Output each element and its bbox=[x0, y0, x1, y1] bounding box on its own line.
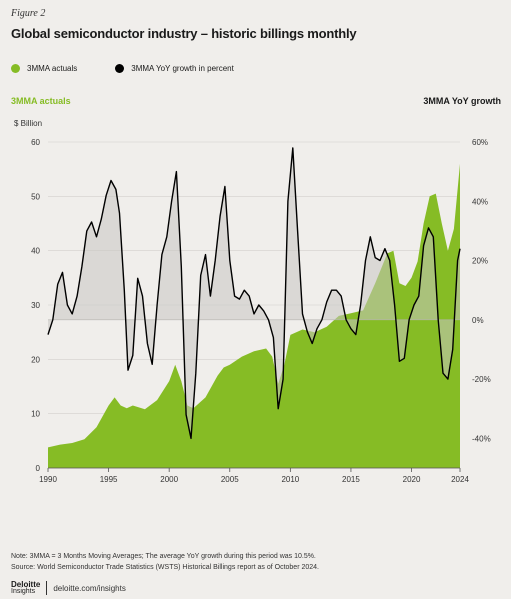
left-tick-label: 60 bbox=[31, 138, 40, 147]
footer-divider bbox=[46, 581, 48, 595]
left-tick-label: 10 bbox=[31, 410, 40, 419]
left-tick-label: 50 bbox=[31, 192, 40, 201]
series-growth-fill bbox=[48, 147, 460, 439]
logo-main: Deloitte bbox=[11, 580, 41, 589]
footer-url[interactable]: deloitte.com/insights bbox=[53, 583, 126, 593]
right-tick-label: 20% bbox=[472, 257, 488, 266]
right-tick-label: -40% bbox=[472, 434, 491, 443]
x-tick-label: 2005 bbox=[221, 475, 239, 484]
legend-swatch-actuals bbox=[11, 64, 20, 73]
x-tick-label: 1995 bbox=[100, 475, 118, 484]
legend-item-actuals: 3MMA actuals bbox=[11, 64, 77, 73]
logo-sub: Insights bbox=[11, 588, 36, 595]
left-tick-label: 30 bbox=[31, 301, 40, 310]
left-axis-unit: $ Billion bbox=[14, 119, 42, 128]
series-growth-line bbox=[47, 147, 461, 440]
right-tick-label: 40% bbox=[472, 197, 488, 206]
left-axis-title: 3MMA actuals bbox=[11, 96, 71, 106]
right-tick-label: 0% bbox=[472, 316, 484, 325]
chart-title: Global semiconductor industry – historic… bbox=[11, 26, 357, 41]
source-line: Source: World Semiconductor Trade Statis… bbox=[11, 564, 319, 571]
x-tick-label: 2015 bbox=[342, 475, 360, 484]
note-line: Note: 3MMA = 3 Months Moving Averages; T… bbox=[11, 553, 316, 560]
x-tick-label: 2010 bbox=[281, 475, 299, 484]
legend-label-growth: 3MMA YoY growth in percent bbox=[131, 64, 234, 73]
legend-label-actuals: 3MMA actuals bbox=[27, 64, 78, 73]
x-tick-label: 2024 bbox=[451, 475, 469, 484]
x-tick-label: 2000 bbox=[160, 475, 178, 484]
deloitte-logo: Deloitte Insights bbox=[11, 580, 41, 596]
x-tick-label: 2020 bbox=[403, 475, 421, 484]
legend-item-growth: 3MMA YoY growth in percent bbox=[115, 64, 234, 73]
x-tick-label: 1990 bbox=[39, 475, 57, 484]
chart-note: Note: 3MMA = 3 Months Moving Averages; T… bbox=[11, 551, 319, 573]
right-axis-title: 3MMA YoY growth bbox=[423, 96, 501, 106]
right-tick-label: -20% bbox=[472, 375, 491, 384]
legend: 3MMA actuals 3MMA YoY growth in percent bbox=[11, 64, 234, 73]
footer: Deloitte Insights deloitte.com/insights bbox=[11, 581, 126, 595]
legend-swatch-growth bbox=[115, 64, 125, 73]
left-tick-label: 40 bbox=[31, 247, 40, 256]
left-tick-label: 0 bbox=[36, 464, 41, 473]
figure-label: Figure 2 bbox=[11, 8, 46, 19]
series-actuals-area bbox=[48, 163, 460, 468]
chart-canvas: $ Billion 0 10 20 30 40 50 60 -40% -20% 0% 20% 40% 60… bbox=[14, 119, 491, 484]
right-tick-label: 60% bbox=[472, 138, 488, 147]
left-tick-label: 20 bbox=[31, 355, 40, 364]
